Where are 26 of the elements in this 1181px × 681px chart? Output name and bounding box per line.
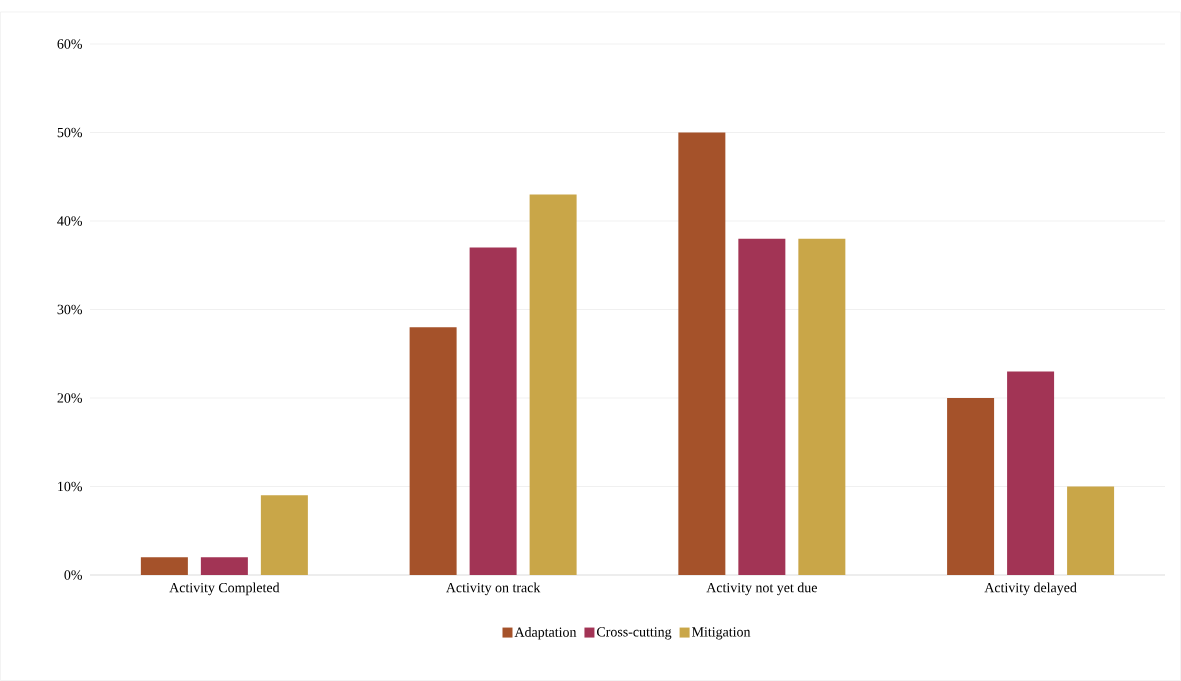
- legend-label: Mitigation: [691, 627, 751, 640]
- x-tick-label: Activity on track: [446, 582, 541, 596]
- bar: [469, 247, 517, 575]
- bar: [260, 495, 308, 575]
- x-tick-label: Activity Completed: [169, 582, 280, 596]
- bar: [678, 132, 726, 575]
- bar: [798, 238, 846, 575]
- bar: [529, 194, 577, 575]
- bar: [1007, 371, 1055, 575]
- legend-label: Adaptation: [514, 626, 577, 640]
- y-tick-label: 0%: [64, 570, 82, 580]
- y-tick-label: 60%: [57, 39, 82, 49]
- y-tick-label: 10%: [58, 481, 82, 492]
- y-tick-label: 50%: [57, 127, 82, 138]
- y-tick-label: 40%: [57, 216, 82, 226]
- bar: [409, 327, 457, 575]
- bar: [947, 398, 995, 575]
- y-tick-label: 20%: [57, 393, 82, 403]
- x-tick-label: Activity not yet due: [706, 582, 817, 596]
- bar: [140, 557, 188, 575]
- bar: [738, 238, 786, 575]
- y-tick-label: 30%: [57, 304, 82, 315]
- x-tick-label: Activity delayed: [984, 582, 1077, 596]
- bar: [200, 557, 248, 575]
- legend-label: Cross-cutting: [597, 627, 672, 640]
- bar: [1067, 486, 1115, 575]
